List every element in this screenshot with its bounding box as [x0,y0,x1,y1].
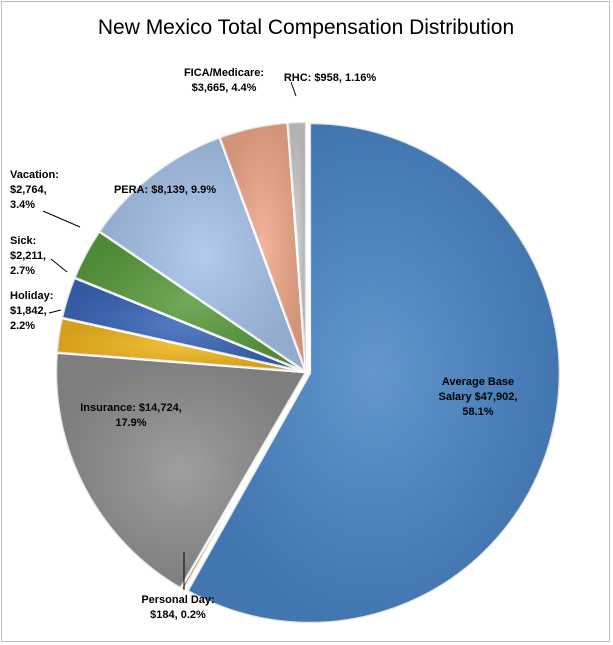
slice-label-average-base-salary: Average Base Salary $47,902, 58.1% [439,376,518,418]
pie-slice-shade-fica-medicare [219,122,306,372]
slice-label-line: 2.2% [10,320,35,332]
slice-label-line: $184, 0.2% [150,609,206,621]
slice-labels: Average Base Salary $47,902, 58.1% Personal… [10,67,517,621]
pie-slice-shade-rhc [287,122,306,372]
slice-label-line: RHC: $958, 1.16% [284,72,377,84]
slice-label-sick: Sick: $2,211, 2.7% [10,235,46,277]
slice-label-line: FICA/Medicare: [184,67,264,79]
slice-label-line: 17.9% [115,417,146,429]
slice-label-line: Salary $47,902, [439,391,518,403]
leader-line-sick [50,258,68,273]
slice-label-line: Personal Day: [141,594,214,606]
slice-label-holiday: Holiday: $1,842, 2.2% [10,290,53,332]
slice-label-line: PERA: $8,139, 9.9% [114,184,216,196]
leader-line-rhc [290,81,297,97]
slice-label-line: 3.4% [10,199,35,211]
slice-label-line: Insurance: $14,724, [80,402,182,414]
slice-label-line: 2.7% [10,265,35,277]
slice-label-rhc: RHC: $958, 1.16% [284,72,377,84]
pie-slices [54,120,562,625]
slice-label-line: 58.1% [462,406,493,418]
slice-label-line: Vacation: [10,169,59,181]
slice-label-line: Sick: [10,235,36,247]
slice-label-line: Holiday: [10,290,53,302]
slice-label-line: $2,764, [10,184,47,196]
slice-label-line: $1,842, [10,305,47,317]
slice-label-insurance: Insurance: $14,724, 17.9% [80,402,182,429]
leader-line-vacation [42,210,81,228]
pie-slice-shade-pera [99,137,307,372]
pie-slice-shade-vacation [74,231,306,372]
chart-title: New Mexico Total Compensation Distributi… [98,16,514,39]
leader-lines [42,81,297,590]
slice-label-vacation: Vacation: $2,764, 3.4% [10,169,59,211]
slice-label-line: $3,665, 4.4% [192,82,257,94]
pie-slice-shade-average-base-salary [187,123,560,624]
leader-line-holiday [48,309,62,314]
slice-label-line: $2,211, [10,250,46,262]
slice-label-personal-day: Personal Day: $184, 0.2% [141,594,214,621]
slice-label-fica-medicare: FICA/Medicare: $3,665, 4.4% [184,67,264,94]
slice-label-pera: PERA: $8,139, 9.9% [114,184,216,196]
pie-slice-shade-insurance [56,352,307,589]
slice-label-line: Average Base [442,376,514,388]
